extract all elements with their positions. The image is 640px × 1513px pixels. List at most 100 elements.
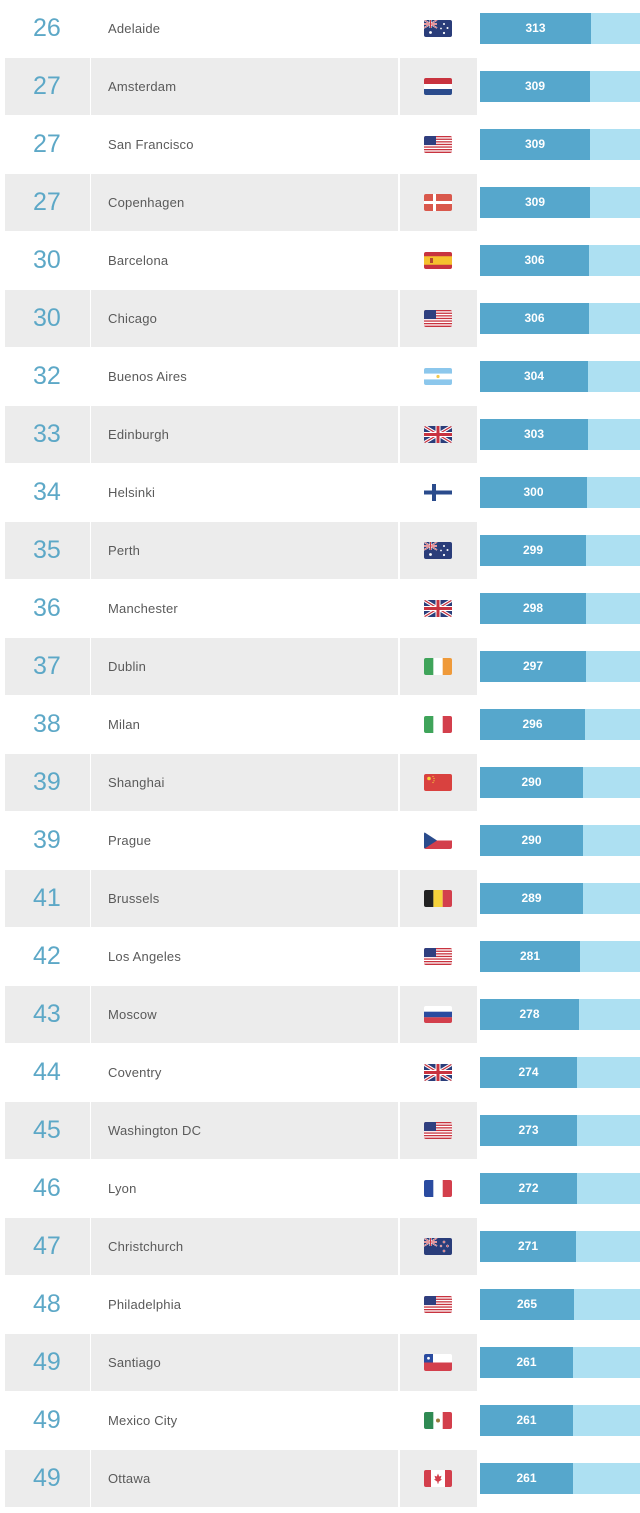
score-bar-track: 290 xyxy=(480,767,640,798)
table-row: 27 Copenhagen 309 xyxy=(0,174,640,232)
rank-number: 43 xyxy=(33,1000,61,1028)
score-bar-fill xyxy=(480,477,587,508)
score-label: 300 xyxy=(523,485,544,499)
score-bar-track: 265 xyxy=(480,1289,640,1320)
score-bar-track: 309 xyxy=(480,187,640,218)
score-label: 274 xyxy=(518,1065,539,1079)
usa-flag-icon xyxy=(424,1122,452,1139)
score-bar-track: 272 xyxy=(480,1173,640,1204)
rank-cell: 27 xyxy=(5,174,90,231)
score-cell: 309 xyxy=(479,58,640,115)
score-label: 261 xyxy=(516,1471,537,1485)
city-name: Philadelphia xyxy=(108,1297,182,1312)
score-bar-fill xyxy=(480,187,590,218)
city-name: Perth xyxy=(108,543,141,558)
denmark-flag-icon xyxy=(424,194,452,211)
score-cell: 261 xyxy=(479,1392,640,1449)
belgium-flag-icon xyxy=(424,890,452,907)
table-row: 33 Edinburgh 303 xyxy=(0,406,640,464)
rank-cell: 37 xyxy=(5,638,90,695)
flag-cell xyxy=(400,754,477,811)
flag-cell xyxy=(400,1044,477,1101)
city-name: Copenhagen xyxy=(108,195,185,210)
australia-flag-icon xyxy=(424,20,452,37)
flag-cell xyxy=(400,1160,477,1217)
city-name: Coventry xyxy=(108,1065,162,1080)
rank-number: 45 xyxy=(33,1116,61,1144)
uk-flag-icon xyxy=(424,426,452,443)
city-cell: Coventry xyxy=(91,1044,398,1101)
rank-cell: 48 xyxy=(5,1276,90,1333)
score-cell: 304 xyxy=(479,348,640,405)
score-bar-fill xyxy=(480,1115,577,1146)
city-cell: Milan xyxy=(91,696,398,753)
city-cell: Los Angeles xyxy=(91,928,398,985)
score-bar-track: 296 xyxy=(480,709,640,740)
score-label: 306 xyxy=(524,311,545,325)
city-name: Adelaide xyxy=(108,21,161,36)
table-row: 27 Amsterdam 309 xyxy=(0,58,640,116)
flag-cell xyxy=(400,1102,477,1159)
flag-cell xyxy=(400,348,477,405)
table-row: 46 Lyon 272 xyxy=(0,1160,640,1218)
score-cell: 271 xyxy=(479,1218,640,1275)
flag-cell xyxy=(400,870,477,927)
score-cell: 265 xyxy=(479,1276,640,1333)
score-bar-track: 306 xyxy=(480,303,640,334)
score-cell: 306 xyxy=(479,290,640,347)
score-bar-track: 278 xyxy=(480,999,640,1030)
city-name: Edinburgh xyxy=(108,427,170,442)
rank-cell: 44 xyxy=(5,1044,90,1101)
score-bar-fill xyxy=(480,825,583,856)
australia-flag-icon xyxy=(424,542,452,559)
city-cell: Edinburgh xyxy=(91,406,398,463)
score-label: 271 xyxy=(517,1239,539,1253)
score-bar-track: 261 xyxy=(480,1463,640,1494)
rank-cell: 32 xyxy=(5,348,90,405)
finland-flag-icon xyxy=(424,484,452,501)
table-row: 49 Mexico City 261 xyxy=(0,1392,640,1450)
score-bar-fill xyxy=(480,1405,573,1436)
rank-cell: 38 xyxy=(5,696,90,753)
table-row: 34 Helsinki 300 xyxy=(0,464,640,522)
table-row: 32 Buenos Aires 304 xyxy=(0,348,640,406)
flag-cell xyxy=(400,986,477,1043)
score-cell: 300 xyxy=(479,464,640,521)
score-cell: 298 xyxy=(479,580,640,637)
rank-number: 27 xyxy=(33,130,61,158)
score-bar-fill xyxy=(480,651,586,682)
score-bar-fill xyxy=(480,999,579,1030)
table-row: 49 Ottawa 261 xyxy=(0,1450,640,1508)
city-name: Ottawa xyxy=(108,1471,151,1486)
score-label: 261 xyxy=(516,1413,537,1427)
rank-number: 32 xyxy=(33,362,61,390)
score-bar-fill xyxy=(480,361,588,392)
score-bar-track: 261 xyxy=(480,1405,640,1436)
rank-number: 49 xyxy=(33,1348,61,1376)
score-label: 290 xyxy=(521,833,542,847)
score-bar-track: 303 xyxy=(480,419,640,450)
city-cell: Copenhagen xyxy=(91,174,398,231)
city-cell: Santiago xyxy=(91,1334,398,1391)
rank-number: 36 xyxy=(33,594,61,622)
uk-flag-icon xyxy=(424,1064,452,1081)
rank-number: 30 xyxy=(33,304,61,332)
table-row: 36 Manchester 298 xyxy=(0,580,640,638)
city-name: Shanghai xyxy=(108,775,165,790)
score-bar-track: 298 xyxy=(480,593,640,624)
score-bar-fill xyxy=(480,1173,577,1204)
city-name: Manchester xyxy=(108,601,178,616)
new-zealand-flag-icon xyxy=(424,1238,452,1255)
city-cell: Amsterdam xyxy=(91,58,398,115)
score-bar-fill xyxy=(480,1347,573,1378)
rank-number: 33 xyxy=(33,420,61,448)
rank-cell: 43 xyxy=(5,986,90,1043)
flag-cell xyxy=(400,116,477,173)
rank-number: 49 xyxy=(33,1464,61,1492)
france-flag-icon xyxy=(424,1180,452,1197)
score-bar-track: 309 xyxy=(480,129,640,160)
score-label: 265 xyxy=(516,1297,538,1311)
china-flag-icon xyxy=(424,774,452,791)
score-bar-fill xyxy=(480,883,583,914)
score-bar-fill xyxy=(480,129,590,160)
